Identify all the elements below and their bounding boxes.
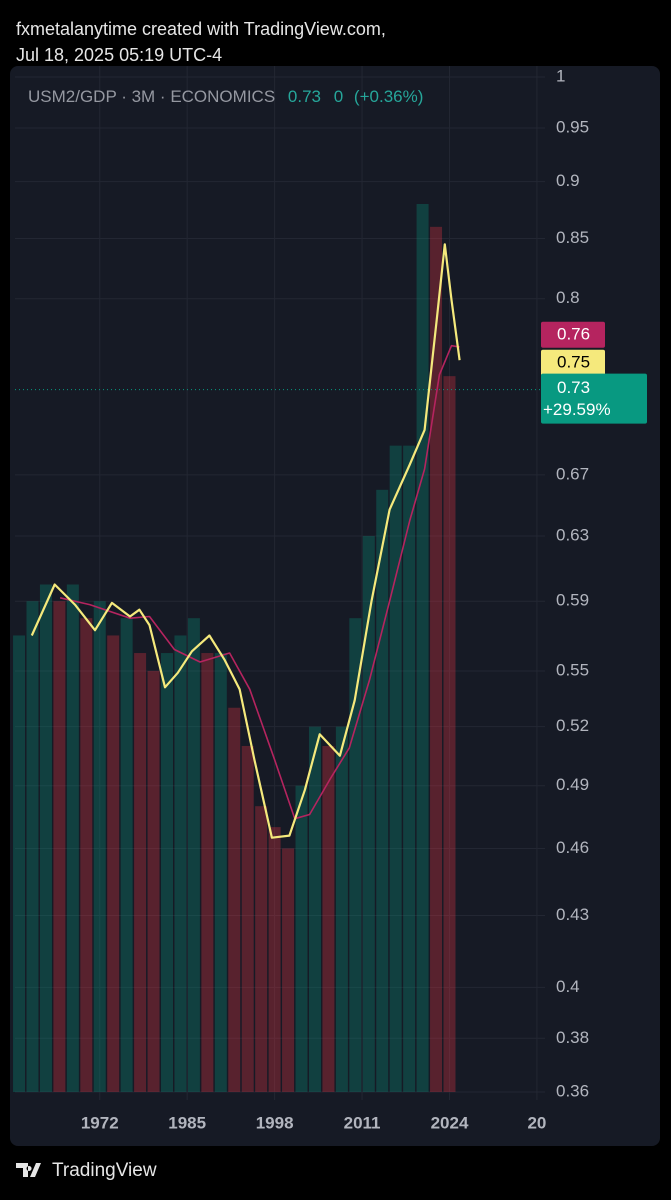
y-tick-label: 0.49 <box>556 775 589 794</box>
price-label: 0.75 <box>557 352 590 371</box>
date-line: Jul 18, 2025 05:19 UTC-4 <box>16 45 222 65</box>
legend-value: 0.73 <box>288 87 321 106</box>
column <box>403 445 416 1092</box>
plot <box>13 66 545 1100</box>
column <box>389 445 402 1092</box>
x-tick-label: 1985 <box>168 1113 206 1132</box>
y-tick-label: 0.38 <box>556 1028 589 1047</box>
y-tick-label: 0.43 <box>556 905 589 924</box>
column <box>430 226 443 1092</box>
column <box>322 745 335 1092</box>
column <box>416 204 429 1092</box>
column <box>214 653 227 1092</box>
series-line <box>30 243 461 839</box>
y-tick-label: 0.9 <box>556 171 580 190</box>
column <box>443 376 456 1093</box>
column <box>174 635 187 1092</box>
y-tick-label: 0.95 <box>556 117 589 136</box>
author-line: fxmetalanytime created with TradingView.… <box>16 19 386 39</box>
column <box>282 848 295 1092</box>
price-label-box <box>541 321 605 348</box>
series-line <box>59 344 460 820</box>
x-tick-label: 2011 <box>344 1113 381 1132</box>
last-value-box <box>541 373 647 424</box>
column <box>93 601 106 1092</box>
legend: USM2/GDP · 3M · ECONOMICS 0.73 0 (+0.36%… <box>28 87 423 106</box>
column <box>268 827 281 1092</box>
column <box>201 653 214 1092</box>
y-tick-label: 1 <box>556 66 565 85</box>
y-tick-label: 0.52 <box>556 716 589 735</box>
brand-name: TradingView <box>52 1160 157 1181</box>
legend-change-pct: (+0.36%) <box>354 87 423 106</box>
y-tick-label: 0.63 <box>556 526 589 545</box>
column <box>295 785 308 1092</box>
column <box>335 726 348 1092</box>
column <box>53 601 66 1092</box>
column <box>187 618 200 1092</box>
y-tick-label: 0.59 <box>556 591 589 610</box>
column <box>376 489 389 1092</box>
y-tick-label: 0.36 <box>556 1081 589 1100</box>
column <box>26 601 39 1092</box>
x-tick-label: 20 <box>527 1113 546 1132</box>
chart-panel <box>10 66 660 1146</box>
column <box>39 584 52 1092</box>
x-tick-label: 1998 <box>256 1113 294 1132</box>
column <box>120 618 133 1092</box>
legend-change: 0 <box>334 87 343 106</box>
last-change-label: +29.59% <box>543 400 611 419</box>
y-tick-label: 0.46 <box>556 838 589 857</box>
column <box>134 653 147 1092</box>
price-label-box <box>541 349 605 376</box>
column <box>161 653 174 1092</box>
y-tick-label: 0.55 <box>556 660 589 679</box>
column <box>308 726 321 1092</box>
y-tick-label: 0.85 <box>556 228 589 247</box>
column <box>147 670 160 1092</box>
x-tick-label: 2024 <box>431 1113 469 1132</box>
column <box>107 635 120 1092</box>
y-tick-label: 0.67 <box>556 464 589 483</box>
column <box>255 806 268 1092</box>
column <box>66 584 79 1092</box>
price-label: 0.76 <box>557 324 590 343</box>
column <box>80 618 93 1092</box>
column <box>362 536 375 1092</box>
column <box>13 635 26 1092</box>
column <box>241 745 254 1092</box>
last-value-label: 0.73 <box>557 378 590 397</box>
column <box>228 707 241 1092</box>
y-tick-label: 0.8 <box>556 288 580 307</box>
x-tick-label: 1972 <box>81 1113 119 1132</box>
y-tick-label: 0.4 <box>556 977 580 996</box>
legend-title: USM2/GDP · 3M · ECONOMICS <box>28 87 275 106</box>
brand-logo <box>16 1163 41 1177</box>
column <box>349 618 362 1092</box>
